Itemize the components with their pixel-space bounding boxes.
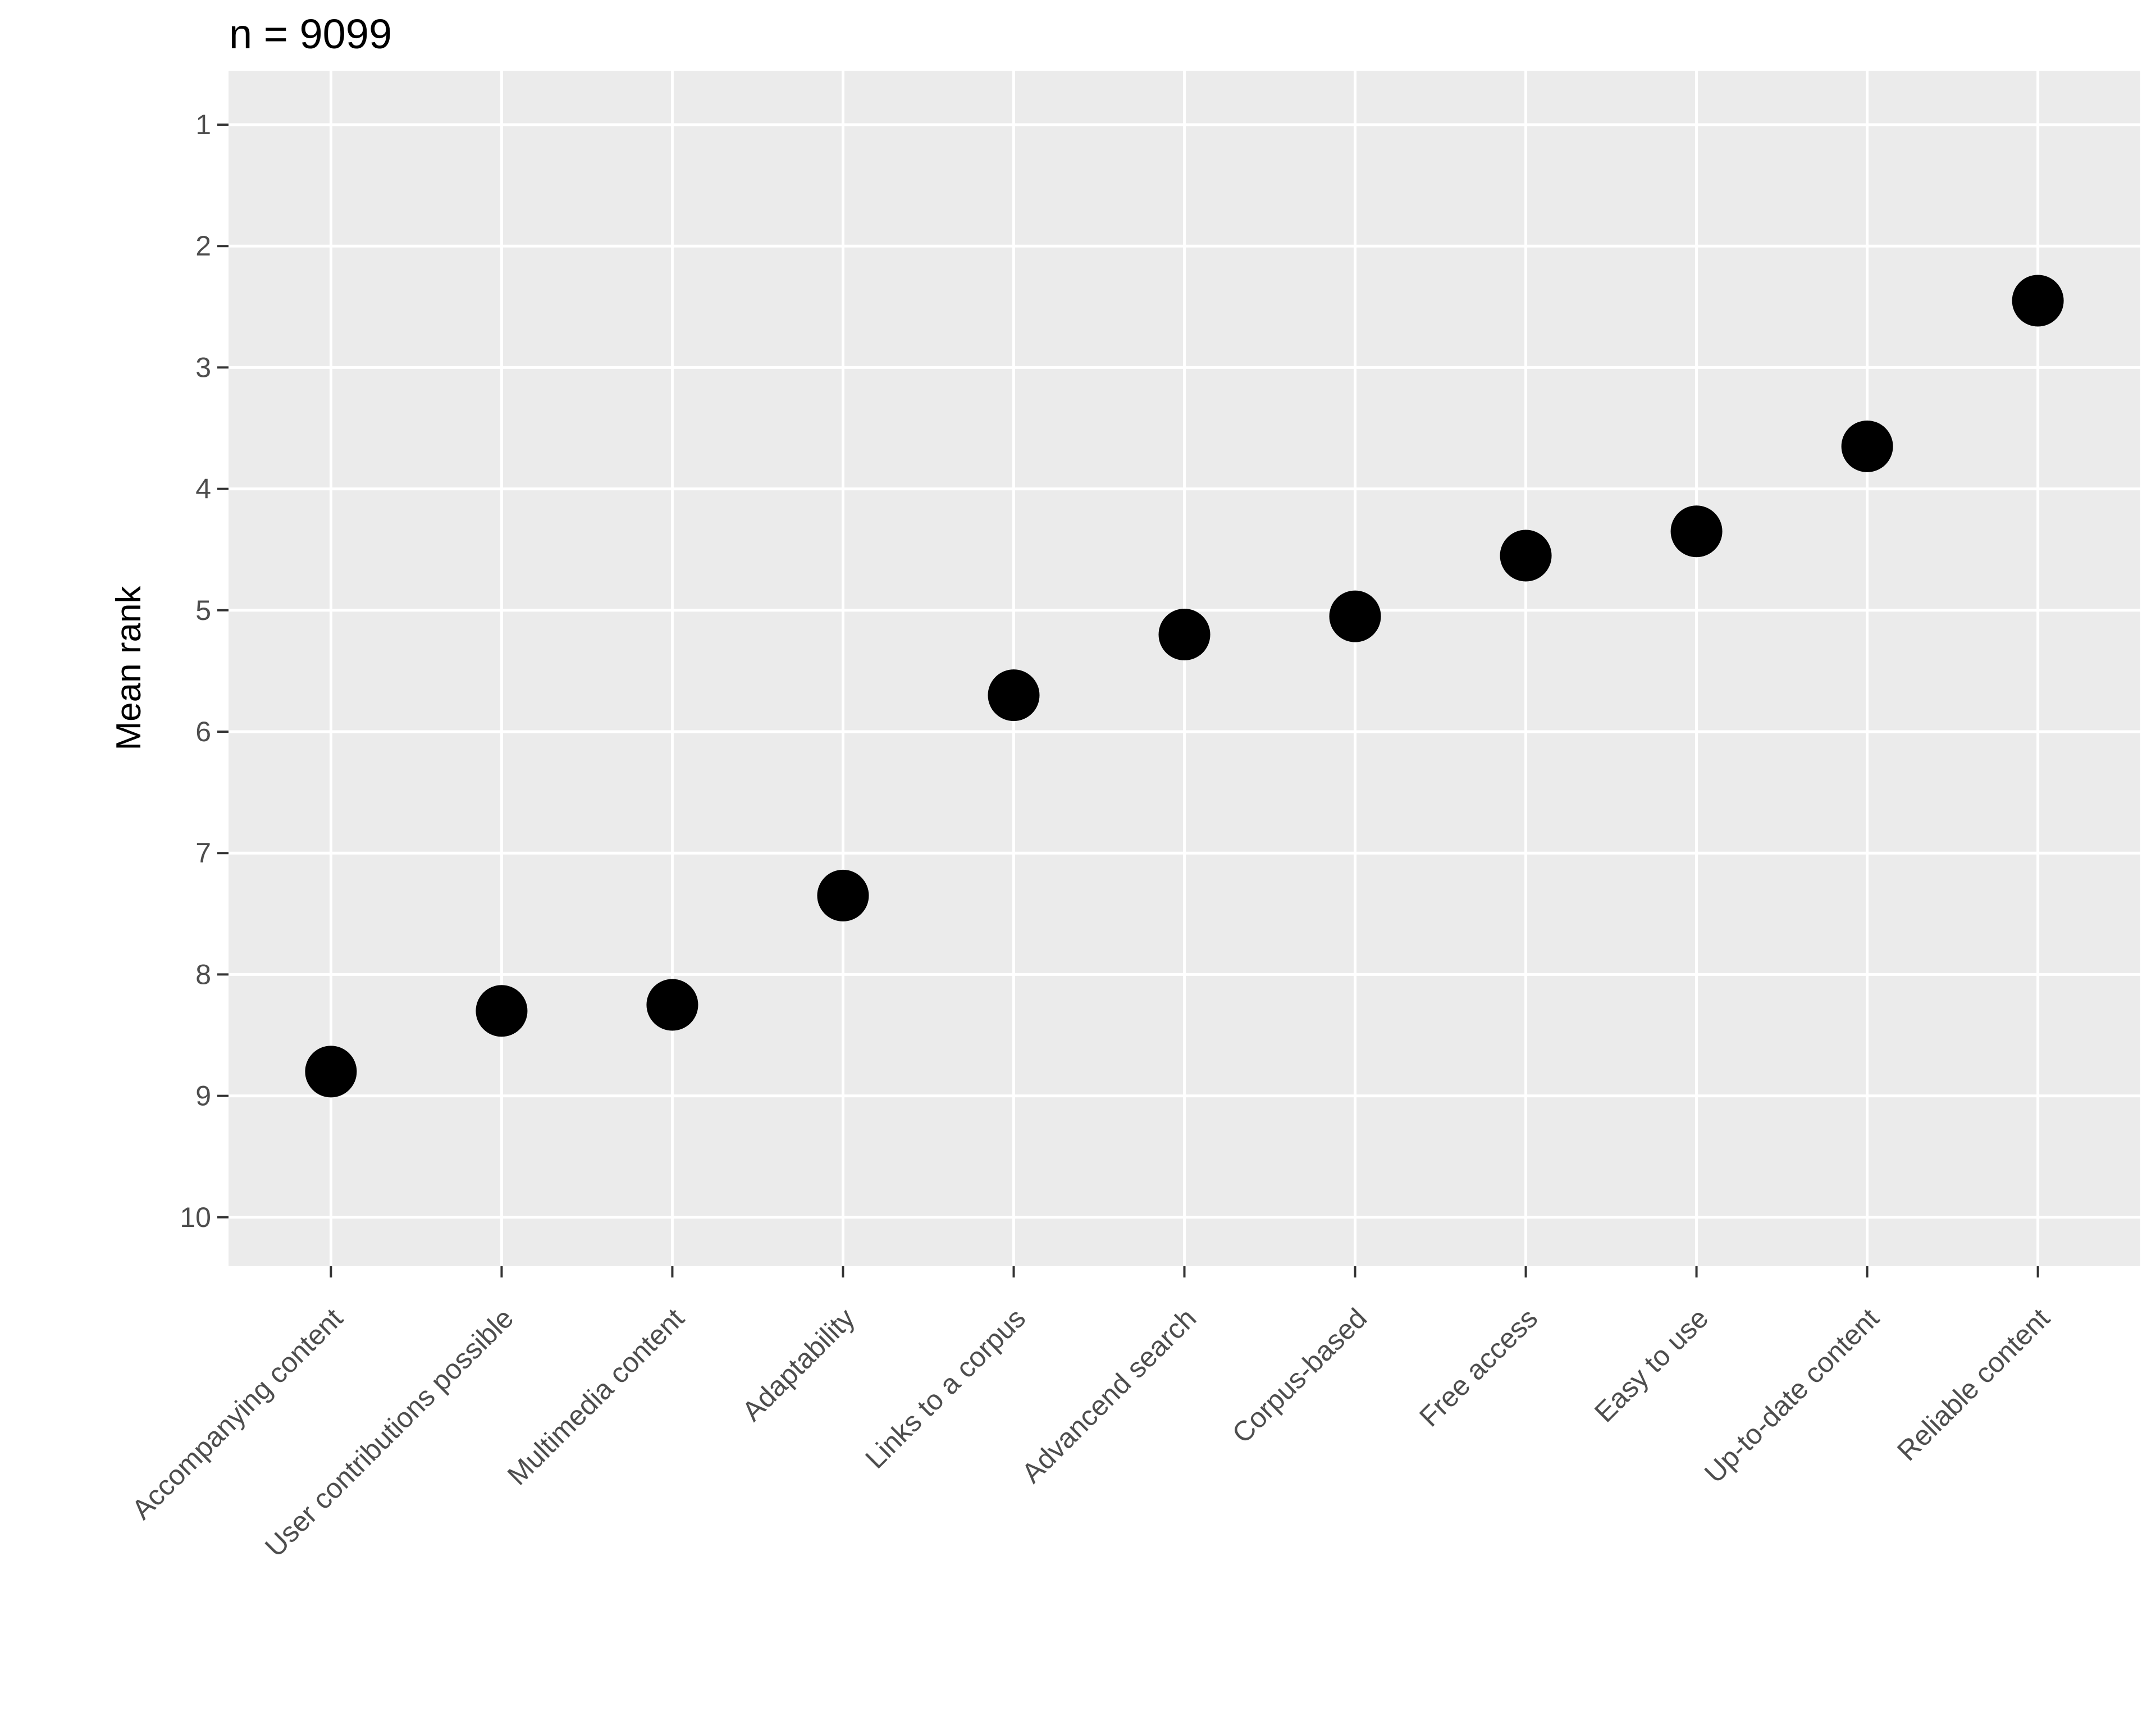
y-axis-tick-labels: 1 2 3 4 5 6 7 8 9 10 bbox=[180, 109, 211, 1233]
data-point bbox=[646, 979, 698, 1031]
y-tick-label: 5 bbox=[195, 595, 211, 626]
y-tick-label: 3 bbox=[195, 352, 211, 383]
data-point bbox=[1670, 505, 1723, 558]
data-point bbox=[1841, 420, 1893, 472]
data-point bbox=[1158, 609, 1211, 661]
data-points bbox=[305, 275, 2064, 1098]
vertical-gridlines bbox=[329, 71, 2040, 1266]
data-point bbox=[1500, 530, 1552, 582]
data-point bbox=[817, 869, 869, 921]
data-point bbox=[2012, 275, 2064, 327]
y-tick-label: 2 bbox=[195, 230, 211, 262]
data-point bbox=[1329, 590, 1381, 642]
x-axis-tick-marks bbox=[330, 1266, 2039, 1277]
y-axis-tick-marks bbox=[217, 124, 229, 1219]
y-tick-label: 4 bbox=[195, 473, 211, 505]
data-point bbox=[988, 669, 1040, 722]
y-tick-label: 1 bbox=[195, 109, 211, 140]
y-tick-label: 10 bbox=[180, 1202, 211, 1233]
y-tick-label: 8 bbox=[195, 959, 211, 990]
y-axis-title: Mean rank bbox=[109, 586, 148, 751]
data-point bbox=[305, 1046, 357, 1098]
plot-title: n = 9099 bbox=[229, 11, 392, 57]
y-tick-label: 6 bbox=[195, 716, 211, 747]
y-tick-label: 9 bbox=[195, 1080, 211, 1112]
y-tick-label: 7 bbox=[195, 837, 211, 869]
data-point bbox=[476, 985, 528, 1037]
